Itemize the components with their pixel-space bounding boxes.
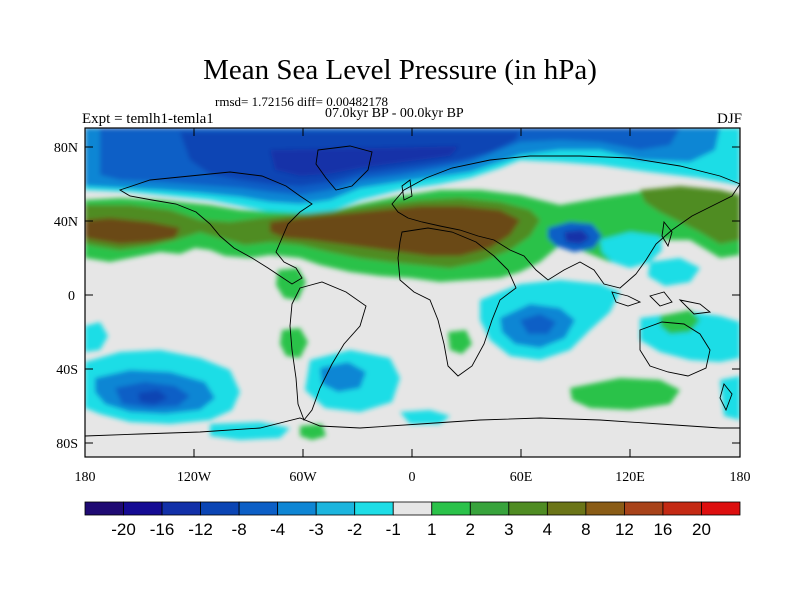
colorbar-label: -16 [150, 520, 175, 539]
colorbar-box-3 [200, 501, 240, 516]
colorbar-box-4 [238, 501, 279, 516]
antarctic-green [300, 424, 326, 440]
colorbar-label: -2 [347, 520, 362, 539]
coast-eurasia [391, 155, 740, 289]
lon-tick-60w: 60W [289, 470, 317, 485]
lon-tick-180e: 180 [730, 470, 751, 485]
axis-ticks [84, 128, 741, 457]
coast-africa [397, 227, 517, 377]
colorbar-label: -8 [232, 520, 247, 539]
coast-south-america [289, 281, 367, 421]
coast-australia [639, 321, 711, 377]
coast-north-america [118, 171, 313, 285]
south-indian-green [570, 378, 680, 410]
colorbar-label: -4 [270, 520, 285, 539]
nh-olive-east [640, 186, 740, 244]
colorbar-label: 1 [427, 520, 436, 539]
lon-tick-120w: 120W [177, 470, 212, 485]
indian-ocean-core [520, 314, 556, 334]
colorbar-label: -12 [188, 520, 213, 539]
south-pacific-core [138, 390, 168, 404]
longitude-labels: 180 120W 60W 0 60E 120E 180 [75, 470, 751, 485]
colorbar-labels: -20 -16 -12 -8 -4 -3 -2 -1 1 2 3 4 8 12 16 20 [111, 520, 711, 539]
colorbar-label: -1 [386, 520, 401, 539]
colorbar-label: 20 [692, 520, 711, 539]
lat-tick-80s: 80S [56, 437, 78, 452]
nw-pacific-cyan [648, 258, 700, 286]
colorbar-box-10 [469, 501, 510, 516]
colorbar-label: 3 [504, 520, 513, 539]
antarctic-cyan [210, 422, 290, 440]
south-atlantic-blue [320, 362, 366, 392]
colorbar-box-14 [624, 501, 664, 516]
coast-greenland [315, 145, 373, 191]
coastlines [85, 145, 740, 437]
west-pacific-cyan [85, 322, 108, 352]
colorbar-box-12 [546, 501, 587, 516]
colorbar [84, 501, 741, 516]
colorbar-box-11 [508, 501, 548, 516]
colorbar-box-7 [354, 501, 394, 516]
lat-tick-80n: 80N [54, 141, 78, 156]
colorbar-label: 12 [615, 520, 634, 539]
latitude-labels: 80N 40N 0 40S 80S [54, 141, 78, 452]
colorbar-box-9 [431, 501, 471, 516]
colorbar-box-16 [701, 501, 741, 516]
colorbar-box-6 [315, 501, 356, 516]
time-period-label: 07.0kyr BP - 00.0kyr BP [325, 106, 464, 121]
map-title: Mean Sea Level Pressure (in hPa) [203, 54, 597, 86]
colorbar-box-2 [161, 501, 201, 516]
rmsd-diff-stats: rmsd= 1.72156 diff= 0.00482178 [215, 94, 388, 109]
lat-tick-40n: 40N [54, 215, 78, 230]
lon-tick-120e: 120E [615, 470, 645, 485]
lon-tick-180w: 180 [75, 470, 96, 485]
tibet-dark-core [564, 230, 590, 244]
lat-tick-0: 0 [68, 289, 75, 304]
coast-japan [661, 220, 673, 248]
colorbar-box-0 [84, 501, 124, 516]
colorbar-label: 16 [653, 520, 672, 539]
coast-uk [401, 179, 413, 201]
lon-tick-60e: 60E [510, 470, 533, 485]
colorbar-label: 8 [581, 520, 590, 539]
colorbar-label: -20 [111, 520, 136, 539]
colorbar-box-5 [277, 501, 317, 516]
coast-se-asia [611, 291, 712, 315]
season-label: DJF [716, 111, 742, 127]
colorbar-label: 4 [543, 520, 552, 539]
lon-tick-0: 0 [409, 470, 416, 485]
pressure-anomaly-field [85, 128, 740, 457]
coast-new-zealand [719, 383, 733, 412]
colorbar-box-15 [662, 501, 702, 516]
colorbar-label: -3 [309, 520, 324, 539]
lat-tick-40s: 40S [56, 363, 78, 378]
colorbar-box-13 [585, 501, 625, 516]
south-america-green [280, 328, 308, 358]
south-america-green-2 [448, 330, 472, 354]
experiment-label: Expt = temlh1-temla1 [82, 111, 214, 127]
colorbar-box-8 [392, 501, 433, 516]
coast-antarctica [85, 417, 740, 437]
colorbar-label: 2 [466, 520, 475, 539]
colorbar-box-1 [123, 501, 163, 516]
sw-atlantic-cyan-2 [400, 410, 450, 424]
